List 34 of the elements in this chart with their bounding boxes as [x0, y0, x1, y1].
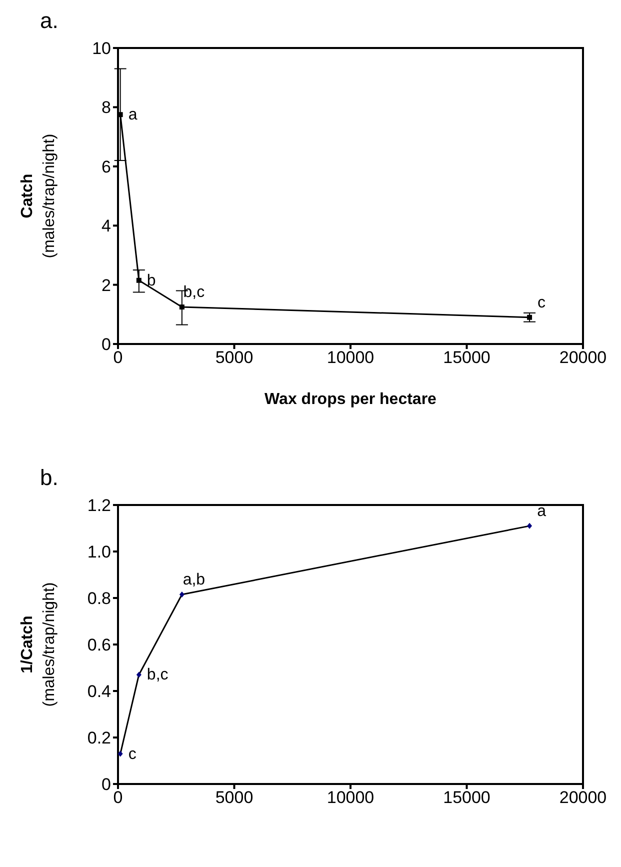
y-tick-label: 0.4	[87, 682, 111, 702]
x-axis-title: Wax drops per hectare	[264, 391, 437, 408]
annotation: b,c	[183, 284, 205, 301]
y-tick-label: 0.2	[87, 728, 111, 748]
y-tick-label: 10	[92, 39, 111, 58]
y-tick-label: 1.2	[87, 496, 111, 516]
annotation: a	[128, 106, 138, 124]
annotation: a,b	[182, 572, 206, 589]
y-tick-label: 6	[102, 157, 111, 176]
y-tick-label: 1.0	[87, 542, 111, 562]
x-tick-label: 5000	[215, 348, 254, 368]
x-tick-label: 10000	[326, 348, 374, 368]
y-axis-title: 1/Catch (males/trap/night)	[19, 582, 58, 707]
x-tick-label: 10000	[326, 788, 374, 808]
y-tick-label: 2	[102, 276, 111, 295]
annotation: a	[537, 502, 546, 520]
y-tick-label: 0.8	[87, 589, 111, 608]
annotation: b,c	[146, 666, 168, 684]
chart-title: b.	[40, 465, 58, 491]
y-tick-label: 8	[102, 98, 111, 118]
y-tick-label: 0.6	[87, 636, 111, 655]
y-tick-label: 0	[102, 335, 111, 354]
y-axis-title: Catch (males/trap/night)	[19, 134, 58, 258]
x-tick-label: 20000	[559, 348, 607, 368]
annotation: c	[128, 746, 136, 763]
y-tick-label: 4	[102, 216, 111, 236]
chart-title: a.	[40, 8, 58, 34]
x-tick-label: 15000	[443, 348, 490, 368]
y-tick-label: 0	[102, 775, 111, 794]
annotation: c	[538, 294, 546, 312]
annotation: b	[146, 272, 156, 290]
x-tick-label: 15000	[443, 788, 490, 808]
x-tick-label: 5000	[215, 788, 254, 808]
x-tick-label: 20000	[559, 788, 607, 808]
